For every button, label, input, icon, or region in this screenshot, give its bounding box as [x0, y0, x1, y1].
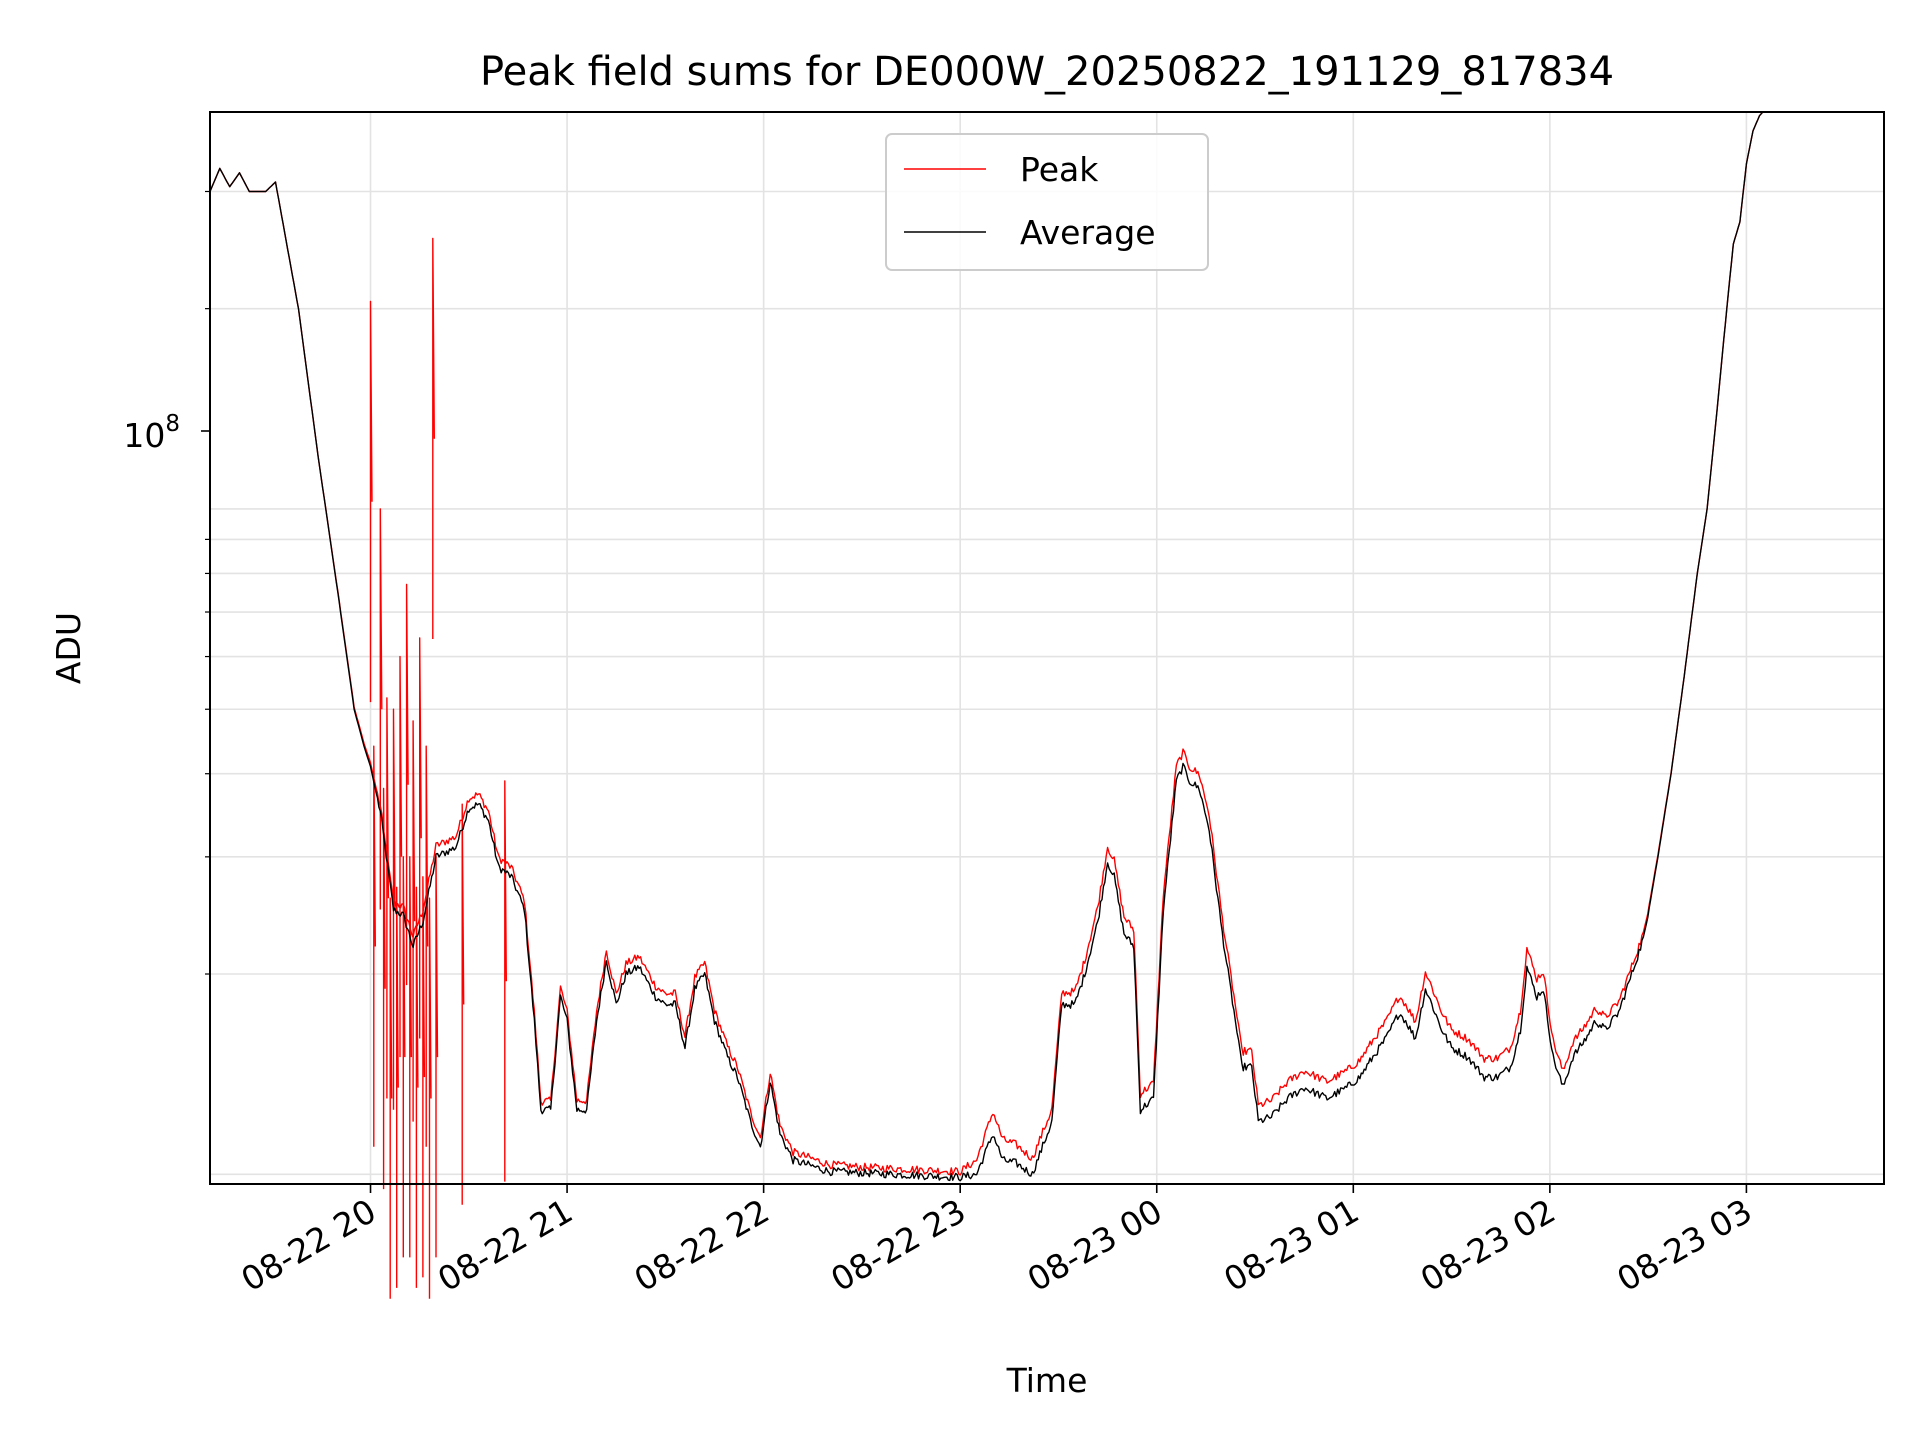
legend-label-peak: Peak: [1020, 150, 1099, 189]
legend: Peak Average: [885, 133, 1209, 271]
legend-label-average: Average: [1020, 213, 1156, 252]
legend-box: [885, 133, 1209, 271]
grid: [210, 112, 1884, 1184]
y-tick-label: 108: [123, 411, 180, 455]
chart-title: Peak field sums for DE000W_20250822_1911…: [480, 49, 1614, 95]
x-axis-label: Time: [1006, 1361, 1088, 1400]
series-average-line: [209, 111, 1764, 1182]
plot-frame: [209, 111, 1885, 1185]
y-axis: 108: [123, 190, 210, 975]
y-axis-label: ADU: [49, 612, 88, 684]
